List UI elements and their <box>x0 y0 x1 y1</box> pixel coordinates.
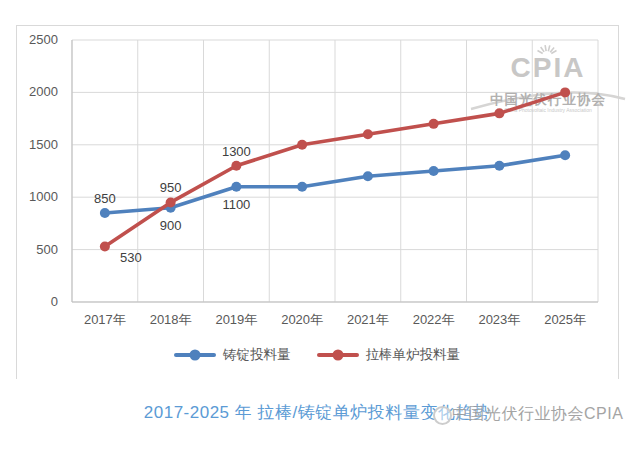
x-axis-label: 2020年 <box>281 311 323 329</box>
legend-line-marker <box>174 353 216 357</box>
y-axis-tick-label: 500 <box>0 242 58 258</box>
x-axis-label: 2018年 <box>150 311 192 329</box>
chart-legend: 铸锭投料量 拉棒单炉投料量 <box>0 346 634 364</box>
data-point-label: 1300 <box>222 144 251 159</box>
x-axis-label: 2022年 <box>413 311 455 329</box>
legend-item: 铸锭投料量 <box>174 346 291 364</box>
y-axis-tick-label: 1000 <box>0 189 58 205</box>
y-axis-tick-label: 2500 <box>0 32 58 48</box>
data-point-label: 530 <box>120 250 142 265</box>
cpia-logo-cn-text: 中国光伏行业协会 <box>468 92 628 107</box>
legend-label: 铸锭投料量 <box>223 346 291 364</box>
data-point-label: 900 <box>160 218 182 233</box>
watermark-circle-icon <box>433 406 452 425</box>
legend-label: 拉棒单炉投料量 <box>366 346 461 364</box>
y-axis-tick-label: 0 <box>0 294 58 310</box>
y-axis-tick-label: 2000 <box>0 84 58 100</box>
legend-dot-marker <box>190 350 201 361</box>
legend-dot-marker <box>332 350 343 361</box>
chart-canvas: CPIA 中国光伏行业协会 China Photovoltaic Industr… <box>0 0 634 449</box>
data-point-label: 850 <box>94 191 116 206</box>
x-axis-label: 2023年 <box>478 311 520 329</box>
x-axis-label: 2025年 <box>544 311 586 329</box>
x-axis-label: 2021年 <box>347 311 389 329</box>
legend-item: 拉棒单炉投料量 <box>317 346 461 364</box>
legend-line-marker <box>317 353 359 357</box>
cpia-logo-brand-text: CPIA <box>468 53 628 83</box>
footer-watermark-text: 中国光伏行业协会CPIA <box>452 404 623 425</box>
cpia-watermark-logo: CPIA 中国光伏行业协会 China Photovoltaic Industr… <box>468 40 628 120</box>
cpia-logo-en-text: China Photovoltaic Industry Association <box>468 107 628 113</box>
x-axis-label: 2019年 <box>215 311 257 329</box>
y-axis-tick-label: 1500 <box>0 137 58 153</box>
data-point-label: 1100 <box>222 197 250 212</box>
x-axis-label: 2017年 <box>84 311 126 329</box>
data-point-label: 950 <box>160 180 182 195</box>
